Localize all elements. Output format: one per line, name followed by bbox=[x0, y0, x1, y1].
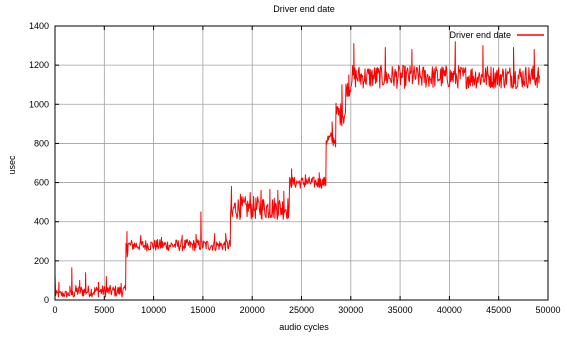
x-tick-label: 25000 bbox=[289, 305, 314, 315]
y-tick-label: 0 bbox=[44, 295, 49, 305]
chart-title: Driver end date bbox=[273, 4, 335, 14]
x-tick-label: 30000 bbox=[338, 305, 363, 315]
data-layer bbox=[54, 41, 540, 298]
x-tick-label: 45000 bbox=[486, 305, 511, 315]
y-tick-label: 1000 bbox=[29, 99, 49, 109]
x-tick-label: 40000 bbox=[437, 305, 462, 315]
x-tick-label: 0 bbox=[52, 305, 57, 315]
grid-layer bbox=[54, 25, 549, 301]
y-tick-label: 200 bbox=[34, 256, 49, 266]
y-tick-label: 400 bbox=[34, 217, 49, 227]
x-axis-label: audio cycles bbox=[279, 322, 329, 332]
legend-label: Driver end date bbox=[449, 30, 511, 40]
x-tick-label: 50000 bbox=[535, 305, 560, 315]
x-tick-label: 10000 bbox=[141, 305, 166, 315]
x-tick-label: 5000 bbox=[94, 305, 114, 315]
y-tick-label: 800 bbox=[34, 138, 49, 148]
x-tick-label: 15000 bbox=[190, 305, 215, 315]
y-tick-label: 600 bbox=[34, 178, 49, 188]
x-tick-label: 20000 bbox=[240, 305, 265, 315]
y-tick-label: 1200 bbox=[29, 60, 49, 70]
series-line bbox=[54, 41, 540, 298]
tick-layer: 0 5000 10000 15000 20000 25000 30000 35000 40000… bbox=[29, 21, 561, 315]
y-tick-label: 1400 bbox=[29, 21, 49, 31]
y-axis-label: usec bbox=[7, 155, 17, 175]
x-tick-label: 35000 bbox=[388, 305, 413, 315]
legend: Driver end date bbox=[449, 30, 544, 40]
